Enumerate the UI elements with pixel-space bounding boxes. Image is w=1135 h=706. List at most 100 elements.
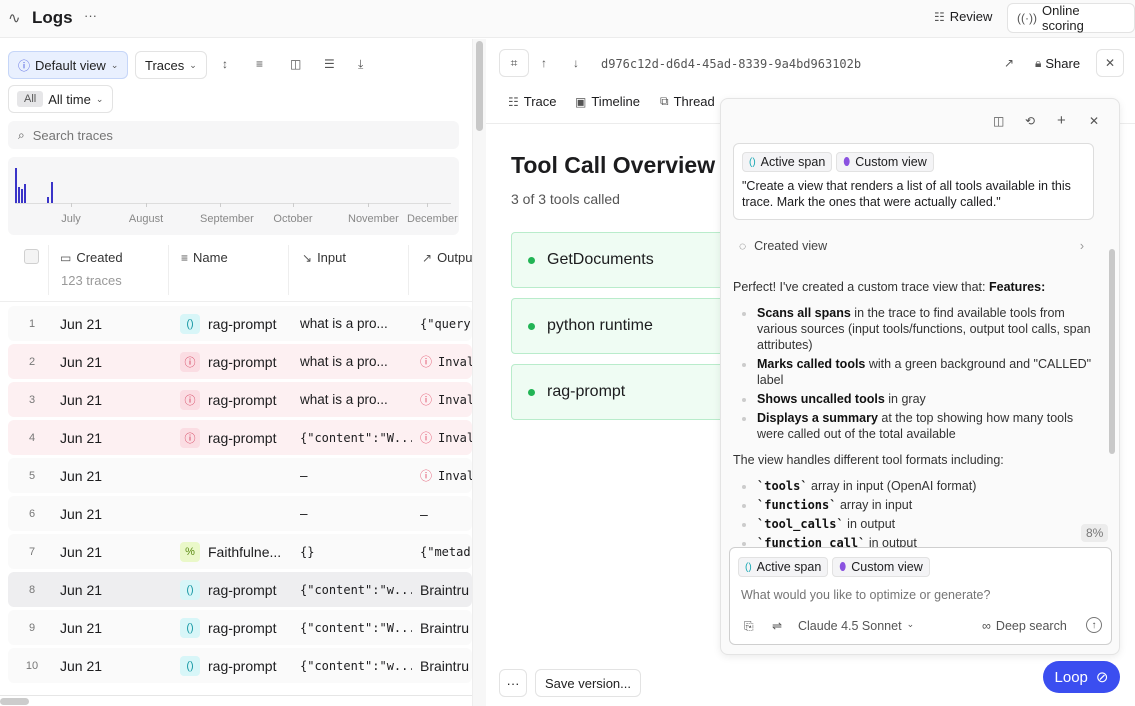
online-scoring-button[interactable]: ((·)) Online scoring bbox=[1007, 3, 1135, 33]
row-number: 5 bbox=[28, 469, 36, 482]
histogram: July August September October November Decemb… bbox=[8, 157, 459, 235]
columns-icon[interactable]: ◫ bbox=[290, 57, 302, 71]
prompt-text: "Create a view that renders a list of al… bbox=[742, 179, 1071, 209]
row-output: Braintru bbox=[420, 581, 470, 598]
row-input: {} bbox=[300, 544, 315, 559]
lock-icon: 🔒︎ bbox=[1035, 56, 1042, 70]
month-label: December bbox=[407, 213, 458, 225]
review-button[interactable]: ☷ Review bbox=[934, 9, 993, 24]
view-title: Tool Call Overview bbox=[511, 152, 716, 178]
share-button[interactable]: 🔒︎ Share bbox=[1035, 56, 1081, 71]
tab-thread[interactable]: ⧉ Thread bbox=[660, 94, 715, 109]
download-icon[interactable]: ⤓ bbox=[358, 57, 364, 71]
format-item: `functions` array in input bbox=[733, 497, 1103, 513]
table-row[interactable]: 9 Jun 21 () rag-prompt {"content":"W... Bra… bbox=[8, 610, 472, 645]
new-chat-icon[interactable]: + bbox=[1057, 112, 1066, 129]
row-number: 9 bbox=[28, 621, 36, 634]
row-name: rag-prompt bbox=[208, 315, 277, 332]
month-label: August bbox=[128, 213, 164, 225]
view-selector[interactable]: ⓘ Default view ⌄ bbox=[8, 51, 129, 79]
table-row[interactable]: 7 Jun 21% Faithfulne... {} {"metad bbox=[8, 534, 472, 569]
page-title: Logs bbox=[32, 8, 73, 27]
table-row[interactable]: 5 Jun 21 – ⓘ Inval bbox=[8, 458, 472, 493]
tool-name: rag-prompt bbox=[547, 383, 626, 400]
row-input: {"content":"w... bbox=[300, 658, 412, 673]
row-height-icon[interactable]: ↕ bbox=[222, 57, 228, 71]
active-span-chip[interactable]: () Active span bbox=[738, 557, 829, 577]
model-selector[interactable]: Claude 4.5 Sonnet ⌄ bbox=[798, 619, 915, 633]
row-output: Inval bbox=[438, 430, 472, 445]
next-trace-button[interactable]: ↓ bbox=[573, 56, 579, 70]
column-name[interactable]: ≡ Name bbox=[181, 250, 228, 265]
scroll-percent: 8% bbox=[1081, 524, 1109, 542]
table-row[interactable]: 2 Jun 21 ⓘ rag-prompt what is a pro... ⓘ Inv… bbox=[8, 344, 472, 379]
row-input: – bbox=[300, 506, 308, 521]
column-output[interactable]: ↗ Outpu bbox=[422, 250, 472, 265]
custom-view-chip[interactable]: ⬮ Custom view bbox=[832, 557, 930, 577]
send-button[interactable]: ↑ bbox=[1086, 617, 1102, 633]
tool-name: python runtime bbox=[547, 317, 653, 334]
row-output: Braintru bbox=[420, 657, 470, 674]
settings-sliders-icon[interactable]: ⇌ bbox=[772, 619, 783, 633]
sidebar-toggle-icon[interactable]: ◫ bbox=[993, 114, 1005, 128]
more-button[interactable]: ··· bbox=[84, 8, 97, 23]
deep-search-toggle[interactable]: ∞ Deep search bbox=[982, 619, 1067, 633]
traces-selector[interactable]: Traces ⌄ bbox=[135, 51, 207, 79]
previous-trace-button[interactable]: ↑ bbox=[541, 56, 547, 70]
month-tick bbox=[368, 203, 369, 207]
search-traces[interactable]: ⌕ bbox=[8, 121, 459, 149]
row-number: 8 bbox=[28, 583, 36, 596]
column-created[interactable]: ▭ Created bbox=[60, 250, 123, 265]
month-tick bbox=[146, 203, 147, 207]
loop-button[interactable]: Loop ⊘ bbox=[1043, 661, 1120, 693]
tab-trace[interactable]: ☷ Trace bbox=[508, 94, 557, 109]
arrow-up-right-icon: ↗ bbox=[422, 250, 433, 265]
chevron-down-icon: ⌄ bbox=[906, 619, 915, 629]
chat-scrollbar[interactable] bbox=[1109, 249, 1115, 454]
chevron-down-icon: ⌄ bbox=[95, 93, 104, 104]
open-external-icon[interactable]: ↗ bbox=[1004, 56, 1015, 70]
histogram-bar bbox=[21, 189, 23, 203]
top-bar: ∿ Logs ··· ☷ Review ((·)) Online scoring bbox=[0, 0, 1135, 38]
tab-timeline[interactable]: ▣ Timeline bbox=[575, 94, 640, 109]
filter-icon[interactable]: ≡ bbox=[256, 57, 264, 71]
col-divider bbox=[288, 245, 289, 295]
table-row[interactable]: 6 Jun 21 – – bbox=[8, 496, 472, 531]
horizontal-scrollbar[interactable] bbox=[0, 698, 29, 705]
row-name: Faithfulne... bbox=[208, 543, 282, 560]
tool-name: GetDocuments bbox=[547, 251, 654, 268]
created-view-step[interactable]: ◌ Created view › bbox=[739, 239, 1084, 253]
table-row[interactable]: 8 Jun 21 () rag-prompt {"content":"w... Bra… bbox=[8, 572, 472, 607]
history-icon[interactable]: ⟲ bbox=[1025, 114, 1036, 128]
close-button[interactable]: ✕ bbox=[1096, 49, 1124, 77]
row-input: {"content":"w... bbox=[300, 582, 412, 597]
column-input[interactable]: ↘ Input bbox=[302, 250, 346, 265]
select-all-checkbox[interactable] bbox=[24, 249, 39, 264]
row-output: Inval bbox=[438, 468, 472, 483]
row-number: 6 bbox=[28, 507, 36, 520]
dashed-circle-icon: ◌ bbox=[739, 239, 747, 253]
span-icon: () bbox=[745, 561, 752, 573]
save-version-button[interactable]: Save version... bbox=[535, 669, 641, 697]
chat-input[interactable] bbox=[741, 588, 1101, 602]
span-type-icon: ⓘ bbox=[180, 427, 200, 448]
time-range-selector[interactable]: All All time ⌄ bbox=[8, 85, 114, 113]
error-icon: ⓘ bbox=[420, 431, 433, 445]
search-input[interactable] bbox=[32, 127, 433, 143]
table-row[interactable]: 4 Jun 21 ⓘ rag-prompt {"content":"W... ⓘ Inv… bbox=[8, 420, 472, 455]
chevron-down-icon: ⌄ bbox=[110, 59, 119, 70]
month-tick bbox=[220, 203, 221, 207]
table-row[interactable]: 3 Jun 21 ⓘ rag-prompt what is a pro... ⓘ Inv… bbox=[8, 382, 472, 417]
layout-icon[interactable]: ☰ bbox=[324, 57, 335, 71]
custom-view-icon: ⬮ bbox=[843, 155, 851, 168]
close-chat-icon[interactable]: ✕ bbox=[1089, 114, 1100, 128]
attach-icon[interactable]: ⎘ bbox=[744, 619, 754, 633]
row-number: 2 bbox=[28, 355, 36, 368]
table-row[interactable]: 1 Jun 21 () rag-prompt what is a pro... {"q… bbox=[8, 306, 472, 341]
focus-button[interactable]: ⌗ bbox=[499, 49, 529, 77]
histogram-bar bbox=[18, 187, 20, 203]
span-icon: () bbox=[749, 156, 756, 168]
table-row[interactable]: 10 Jun 21 () rag-prompt {"content":"w... Br… bbox=[8, 648, 472, 683]
vertical-scrollbar[interactable] bbox=[476, 41, 483, 131]
more-options-button[interactable]: ··· bbox=[499, 669, 527, 697]
